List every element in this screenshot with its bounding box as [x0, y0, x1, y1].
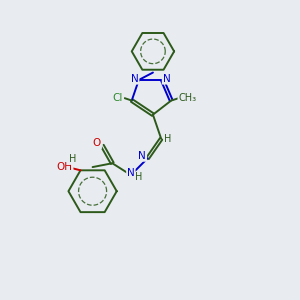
Text: H: H	[69, 154, 76, 164]
Text: N: N	[127, 168, 135, 178]
Text: N: N	[131, 74, 139, 84]
Text: N: N	[163, 74, 170, 84]
Text: OH: OH	[57, 162, 73, 172]
Text: H: H	[164, 134, 171, 144]
Text: Cl: Cl	[113, 93, 123, 103]
Text: CH₃: CH₃	[178, 93, 196, 103]
Text: O: O	[93, 138, 101, 148]
Text: N: N	[139, 151, 146, 161]
Text: H: H	[135, 172, 143, 182]
